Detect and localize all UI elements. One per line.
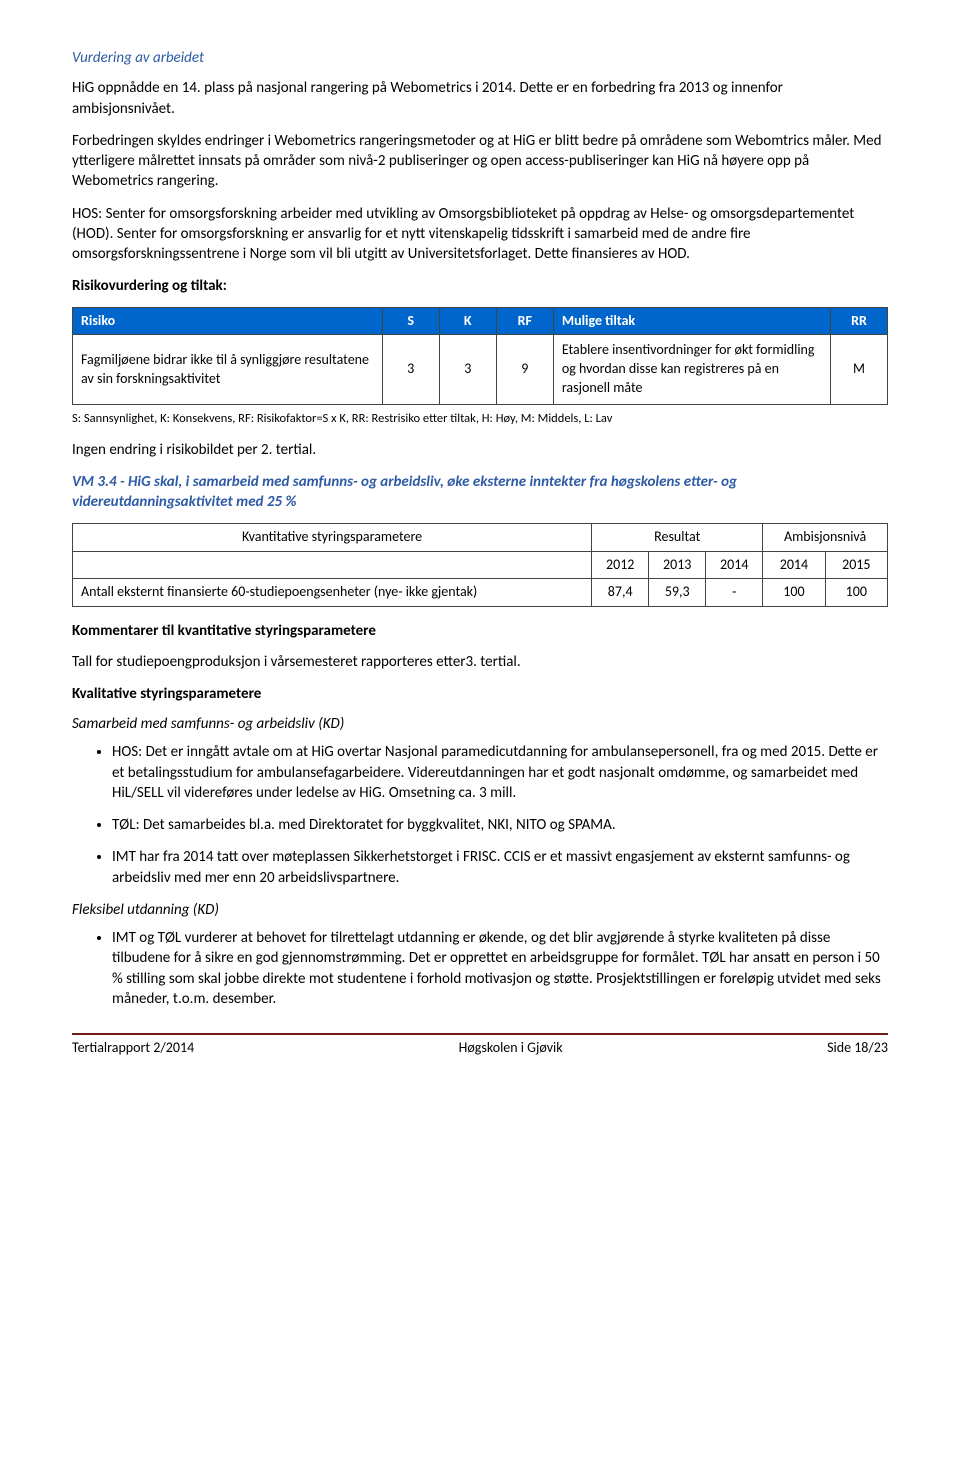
cell-tiltak: Etablere insentivordninger for økt formi… [553, 335, 830, 405]
table-row: Antall eksternt finansierte 60-studiepoe… [73, 579, 888, 607]
body-paragraph: Forbedringen skyldes endringer i Webomet… [72, 131, 888, 192]
body-paragraph: Tall for studiepoengproduksjon i vårseme… [72, 652, 888, 672]
section-heading: Vurdering av arbeidet [72, 48, 888, 68]
sub-heading: Fleksibel utdanning (KD) [72, 900, 888, 920]
th-result: Resultat [592, 523, 763, 551]
cell-rf: 9 [496, 335, 553, 405]
cell-year: 2014 [706, 551, 763, 579]
th-ambition: Ambisjonsnivå [763, 523, 888, 551]
th-rr: RR [830, 307, 887, 335]
body-paragraph: Ingen endring i risikobildet per 2. tert… [72, 440, 888, 460]
cell-year: 2012 [592, 551, 649, 579]
cell-label: Antall eksternt finansierte 60-studiepoe… [73, 579, 592, 607]
cell-value: 87,4 [592, 579, 649, 607]
th-s: S [382, 307, 439, 335]
cell-empty [73, 551, 592, 579]
cell-value: 100 [763, 579, 825, 607]
bullet-list: HOS: Det er inngått avtale om at HiG ove… [72, 742, 888, 888]
table-header-row: Risiko S K RF Mulige tiltak RR [73, 307, 888, 335]
cell-year: 2015 [825, 551, 887, 579]
page-footer: Tertialrapport 2/2014 Høgskolen i Gjøvik… [72, 1033, 888, 1058]
list-item: IMT har fra 2014 tatt over møteplassen S… [112, 847, 888, 888]
th-rf: RF [496, 307, 553, 335]
risk-heading: Risikovurdering og tiltak: [72, 276, 888, 296]
qual-heading: Kvalitative styringsparametere [72, 684, 888, 704]
cell-year: 2014 [763, 551, 825, 579]
cell-k: 3 [439, 335, 496, 405]
cell-rr: M [830, 335, 887, 405]
table-row: Fagmiljøene bidrar ikke til å synliggjør… [73, 335, 888, 405]
th-risiko: Risiko [73, 307, 383, 335]
body-paragraph: HiG oppnådde en 14. plass på nasjonal ra… [72, 78, 888, 119]
list-item: TØL: Det samarbeides bl.a. med Direktora… [112, 815, 888, 835]
body-paragraph: HOS: Senter for omsorgsforskning arbeide… [72, 204, 888, 265]
th-param: Kvantitative styringsparametere [73, 523, 592, 551]
list-item: HOS: Det er inngått avtale om at HiG ove… [112, 742, 888, 803]
table-header-row: Kvantitative styringsparametere Resultat… [73, 523, 888, 551]
cell-year: 2013 [649, 551, 706, 579]
cell-value: 100 [825, 579, 887, 607]
sub-heading: Samarbeid med samfunns- og arbeidsliv (K… [72, 714, 888, 734]
cell-value: - [706, 579, 763, 607]
vm-heading: VM 3.4 - HiG skal, i samarbeid med samfu… [72, 472, 888, 513]
table-year-row: 2012 2013 2014 2014 2015 [73, 551, 888, 579]
bullet-list: IMT og TØL vurderer at behovet for tilre… [72, 928, 888, 1009]
cell-desc: Fagmiljøene bidrar ikke til å synliggjør… [73, 335, 383, 405]
th-k: K [439, 307, 496, 335]
cell-s: 3 [382, 335, 439, 405]
table-legend: S: Sannsynlighet, K: Konsekvens, RF: Ris… [72, 411, 888, 428]
list-item: IMT og TØL vurderer at behovet for tilre… [112, 928, 888, 1009]
risk-table: Risiko S K RF Mulige tiltak RR Fagmiljøe… [72, 307, 888, 406]
th-tiltak: Mulige tiltak [553, 307, 830, 335]
comments-heading: Kommentarer til kvantitative styringspar… [72, 621, 888, 641]
footer-left: Tertialrapport 2/2014 [72, 1039, 194, 1058]
cell-value: 59,3 [649, 579, 706, 607]
footer-right: Side 18/23 [827, 1039, 888, 1058]
footer-center: Høgskolen i Gjøvik [459, 1039, 563, 1058]
param-table: Kvantitative styringsparametere Resultat… [72, 523, 888, 608]
